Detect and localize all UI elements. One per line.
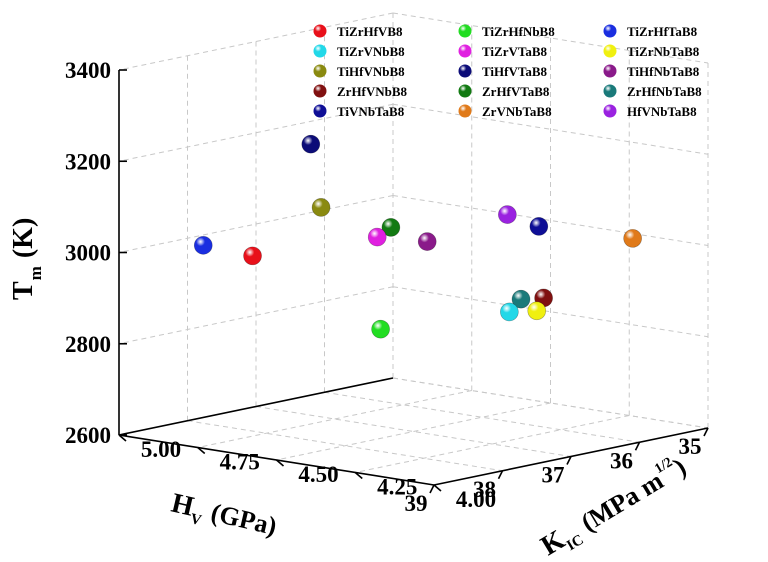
- z-tick-label: 2600: [65, 423, 111, 448]
- grid-line: [392, 286, 709, 338]
- legend-marker: [458, 44, 472, 58]
- legend-label: TiHfNbTaB8: [627, 64, 700, 79]
- grid-line: [392, 195, 709, 246]
- legend-label: TiZrNbTaB8: [627, 44, 700, 59]
- legend-marker: [458, 64, 472, 78]
- data-point: [527, 301, 547, 321]
- legend-marker: [603, 24, 617, 38]
- x-tick-mark: [566, 456, 572, 465]
- legend-label: ZrHfVTaB8: [482, 84, 550, 99]
- tick-labels: 2600 2800 3000 3200 3400 35 36 37 38 39 4.00 4.25 4.…: [65, 58, 702, 516]
- grid-line: [118, 195, 394, 253]
- x-tick-label: 35: [679, 434, 702, 459]
- data-point: [498, 205, 517, 224]
- legend-marker: [313, 104, 327, 118]
- x-tick-label: 38: [473, 477, 496, 502]
- legend-label: HfVNbTaB8: [627, 104, 697, 119]
- legend: TiZrHfVB8 TiZrHfNbB8 TiZrHfTaB8 TiZrVNbB8 Ti…: [313, 24, 702, 119]
- data-point: [623, 229, 642, 248]
- legend-label: TiHfVNbB8: [337, 64, 405, 79]
- data-point: [193, 236, 213, 255]
- grid-line: [118, 286, 394, 345]
- legend-label: TiZrHfVB8: [337, 24, 403, 39]
- grid-line: [324, 391, 640, 443]
- y-tick-mark: [275, 459, 285, 467]
- legend-marker: [313, 64, 327, 78]
- data-point: [367, 227, 387, 247]
- y-tick-label: 4.00: [456, 487, 496, 512]
- legend-label: TiHfVTaB8: [482, 64, 548, 79]
- legend-label: TiVNbTaB8: [337, 104, 405, 119]
- legend-marker: [458, 84, 472, 98]
- x-axis-line: [118, 377, 394, 436]
- grid-line: [355, 415, 630, 473]
- legend-marker: [458, 24, 472, 38]
- y-tick-mark: [433, 484, 442, 492]
- grid-line: [255, 406, 572, 457]
- data-point: [311, 198, 331, 217]
- y-tick-label: 4.25: [377, 475, 417, 500]
- y-tick-label: 4.50: [298, 462, 338, 487]
- x-tick-mark: [429, 484, 435, 494]
- legend-label: ZrHfVNbB8: [337, 84, 408, 99]
- z-axis-title: Tm(K): [8, 218, 45, 300]
- legend-marker: [603, 44, 617, 58]
- data-point: [371, 319, 390, 339]
- x-tick-label: 36: [610, 448, 633, 473]
- x-tick-mark: [497, 470, 504, 480]
- y-tick-mark: [354, 471, 363, 480]
- legend-label: TiZrVNbB8: [337, 44, 405, 59]
- grid-line: [118, 12, 394, 71]
- legend-label: ZrHfNbTaB8: [627, 84, 702, 99]
- x-tick-label: 37: [542, 463, 565, 488]
- legend-label: TiZrHfNbB8: [482, 24, 555, 39]
- grid-line: [392, 377, 709, 429]
- data-point: [511, 289, 531, 309]
- y-tick-mark: [197, 446, 206, 455]
- z-tick-label: 2800: [65, 332, 111, 357]
- z-tick-label: 3000: [65, 241, 111, 266]
- x-axis-title: HV (GPa): [168, 488, 280, 546]
- y-tick-mark: [118, 434, 127, 442]
- data-points: [193, 134, 642, 339]
- grid-line: [197, 390, 472, 448]
- x-tick-mark: [703, 427, 709, 437]
- legend-marker: [603, 104, 617, 118]
- grid-line: [392, 12, 709, 64]
- grid-line: [118, 103, 394, 162]
- legend-marker: [458, 104, 472, 118]
- legend-marker: [603, 84, 617, 98]
- legend-label: TiZrVTaB8: [482, 44, 548, 59]
- legend-marker: [313, 24, 327, 38]
- grid-line: [276, 402, 551, 461]
- legend-marker: [313, 44, 327, 58]
- legend-label: TiZrHfTaB8: [627, 24, 698, 39]
- axes: [118, 69, 709, 494]
- legend-label: ZrVNbTaB8: [482, 104, 552, 119]
- grid-line: [392, 103, 709, 155]
- legend-marker: [603, 64, 617, 78]
- grid-line: [187, 420, 503, 472]
- data-point: [243, 246, 262, 266]
- z-tick-label: 3200: [65, 149, 111, 174]
- data-point: [301, 134, 321, 154]
- data-point: [381, 218, 401, 237]
- legend-marker: [313, 84, 327, 98]
- data-point: [417, 232, 437, 251]
- x-tick-label: 39: [405, 491, 428, 516]
- x-tick-mark: [634, 441, 641, 451]
- z-tick-label: 3400: [65, 58, 111, 83]
- y-tick-label: 4.75: [220, 450, 260, 475]
- data-point: [529, 217, 549, 236]
- data-point: [500, 302, 519, 322]
- y-tick-label: 5.00: [141, 437, 181, 462]
